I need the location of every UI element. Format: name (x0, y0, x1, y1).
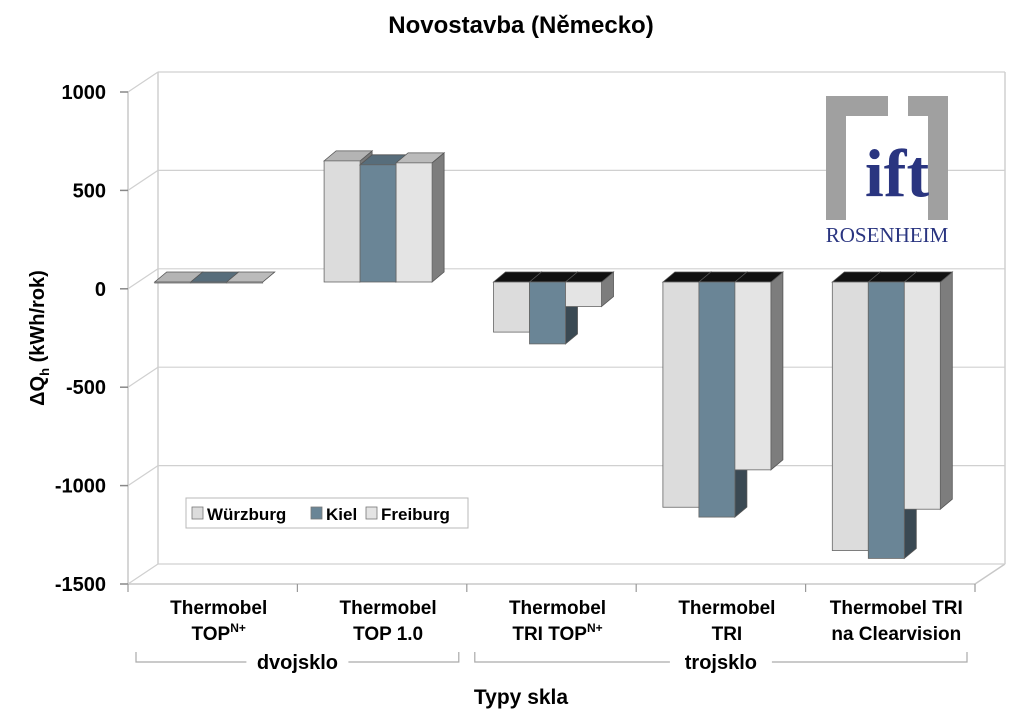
y-tick-label: 1000 (62, 82, 107, 104)
bar-face (565, 281, 602, 307)
category-groups: dvojsklo trojsklo (135, 652, 968, 674)
bar-freiburg-5 (903, 271, 954, 511)
legend-label: Kiel (326, 505, 357, 524)
category-label-line1: Thermobel (509, 598, 606, 619)
group-label: dvojsklo (257, 652, 338, 674)
bar-face (493, 281, 530, 333)
floor-edge (974, 563, 1006, 585)
bar-face (190, 281, 228, 284)
legend-label: Freiburg (381, 505, 450, 524)
y-tick-label: 0 (95, 279, 106, 301)
group-label: trojsklo (685, 652, 757, 674)
gridline-depth (127, 71, 159, 93)
group-label-bg (246, 658, 349, 666)
x-axis-label: Typy skla (474, 686, 568, 709)
legend-swatch (365, 506, 378, 520)
bar-würzburg-1 (153, 271, 204, 284)
gridline-depth (127, 366, 159, 388)
gridline-depth (127, 465, 159, 487)
y-tick-label: -1000 (55, 476, 106, 498)
category-label-line1: Thermobel (170, 598, 267, 619)
bar-freiburg-4 (733, 271, 785, 471)
bar-side (431, 151, 445, 283)
group-label-bg (669, 658, 772, 666)
bar-face (734, 281, 772, 471)
category-label-line2: TOPN+ (191, 621, 245, 645)
y-tick-label: -500 (66, 377, 106, 399)
bar-face (662, 281, 700, 508)
category-label-line2: TOP 1.0 (353, 624, 423, 645)
legend-label: Würzburg (207, 505, 286, 524)
bar-face (395, 162, 433, 283)
y-tick-label: 500 (73, 180, 106, 202)
category-label-line1: Thermobel TRI (830, 598, 963, 619)
category-label-line2: na Clearvision (831, 624, 961, 645)
category-label-line1: Thermobel (340, 598, 437, 619)
bar-face (867, 281, 905, 559)
gridline-depth (127, 169, 159, 191)
y-axis-label: ΔQh (kWh/rok) (27, 270, 52, 406)
bar-side (770, 271, 784, 471)
legend-swatch (191, 506, 204, 520)
bar-freiburg-3 (564, 271, 615, 308)
y-tick-label: -1500 (55, 574, 106, 596)
bar-freiburg-1 (225, 271, 276, 284)
legend-swatch (310, 506, 323, 520)
bar-face (323, 160, 361, 283)
bar-face (831, 281, 869, 551)
bar-face (529, 281, 566, 345)
bar-face (226, 281, 264, 284)
legend-box (185, 497, 469, 529)
gridline-depth (127, 268, 159, 290)
logo-main-text: ift (865, 135, 930, 211)
bars (153, 150, 954, 560)
legend: Würzburg Kiel Freiburg (185, 497, 469, 529)
chart-title: Novostavba (Německo) (388, 12, 653, 39)
category-label-line1: Thermobel (678, 598, 775, 619)
bar-face (359, 164, 397, 283)
bar-face (903, 281, 941, 510)
ift-rosenheim-logo: ift ROSENHEIM (826, 96, 949, 247)
bar-freiburg-2 (394, 151, 446, 283)
logo-sub-text: ROSENHEIM (826, 223, 949, 247)
category-label-line2: TRI (712, 624, 743, 645)
gridline-depth (127, 563, 159, 585)
bar-face (154, 281, 192, 284)
y-axis-ticks: 1000 500 0 -500 -1000 -1500 (55, 82, 106, 596)
category-label-line2: TRI TOPN+ (512, 621, 602, 645)
bar-side (939, 271, 953, 511)
bar-face (698, 281, 736, 518)
